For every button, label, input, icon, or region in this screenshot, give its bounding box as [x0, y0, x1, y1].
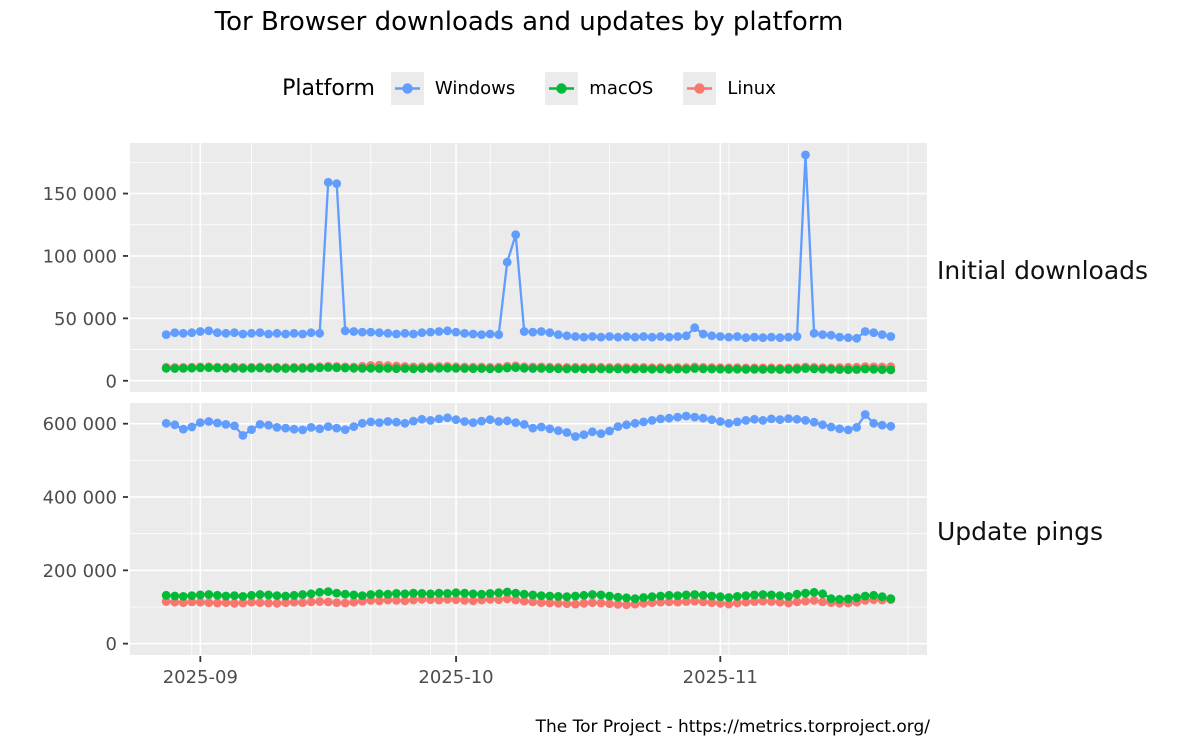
y-tick-label: 0	[106, 371, 117, 392]
y-tick-label: 150 000	[43, 184, 117, 205]
x-tick-label: 2025-09	[163, 667, 238, 688]
x-tick-label: 2025-11	[683, 667, 758, 688]
windows-series-key-icon	[390, 71, 424, 105]
legend-label-windows: Windows	[434, 77, 516, 99]
series-points-windows	[161, 410, 896, 441]
panel-0: 0 50 000 100 000 150 000	[43, 143, 927, 392]
facet-label-initial-downloads: Initial downloads	[937, 256, 1149, 285]
panel-background	[130, 143, 927, 392]
panel-background	[130, 403, 927, 655]
chart-title: Tor Browser downloads and updates by pla…	[214, 7, 844, 37]
y-tick-label: 200 000	[43, 561, 117, 582]
y-tick-label: 50 000	[54, 309, 117, 330]
panel-1: 0 200 000 400 000 600 000	[43, 403, 927, 655]
legend-label-macos: macOS	[589, 77, 654, 99]
legend-item-macos: macOS	[545, 71, 654, 105]
legend-label-linux: Linux	[727, 77, 776, 99]
y-axis-panel-1: 0 200 000 400 000 600 000	[43, 414, 128, 655]
legend-item-linux: Linux	[683, 71, 776, 105]
x-axis: 2025-09 2025-10 2025-11	[163, 656, 758, 688]
series-points-macos	[161, 587, 896, 604]
y-axis-panel-0: 0 50 000 100 000 150 000	[43, 184, 128, 392]
macos-series-key-icon	[545, 71, 579, 105]
series-points-macos	[161, 363, 896, 375]
linux-series-key-icon	[683, 71, 717, 105]
x-tick-label: 2025-10	[418, 667, 493, 688]
legend: Platform Windows macOS Linux	[0, 68, 1058, 108]
y-tick-label: 100 000	[43, 246, 117, 267]
caption: The Tor Project - https://metrics.torpro…	[535, 717, 930, 737]
y-tick-label: 0	[106, 634, 117, 655]
y-tick-label: 600 000	[43, 414, 117, 435]
facet-label-update-pings: Update pings	[937, 517, 1104, 546]
series-points-windows	[161, 150, 896, 343]
legend-item-windows: Windows	[390, 71, 516, 105]
legend-title: Platform	[282, 75, 375, 101]
y-tick-label: 400 000	[43, 488, 117, 509]
